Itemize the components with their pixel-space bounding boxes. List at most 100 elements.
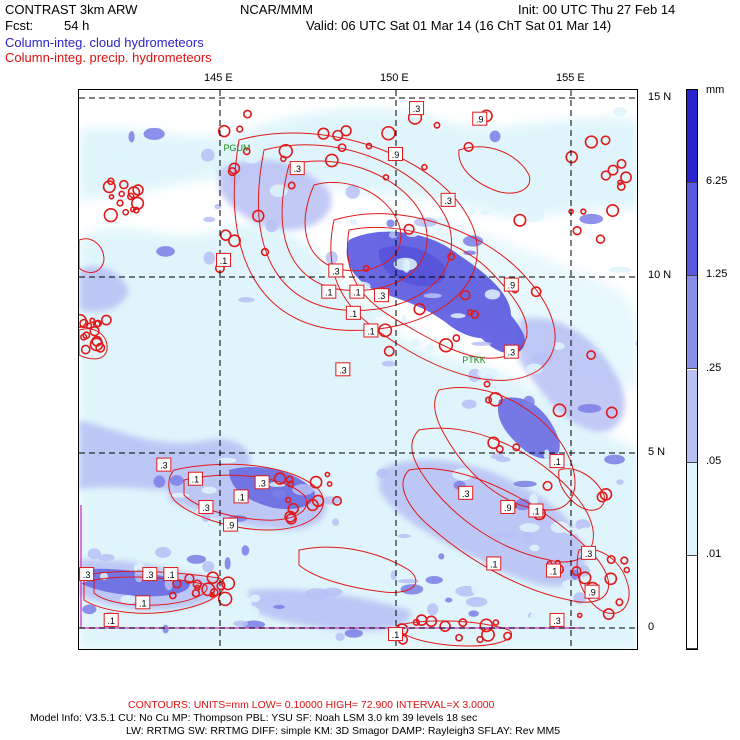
precip-cell: [580, 208, 587, 215]
model-info-line-2: LW: RRTMG SW: RRTMG DIFF: simple KM: 3D …: [126, 725, 561, 737]
cloud-cell: [368, 303, 391, 318]
svg-text:.1: .1: [220, 256, 228, 266]
cloud-cell: [445, 597, 453, 603]
lat-lon-grid: [79, 90, 637, 649]
svg-text:.9: .9: [392, 150, 400, 160]
cloud-cell: [224, 588, 240, 601]
contour-label: .1: [486, 556, 502, 571]
cloud-cell: [273, 604, 285, 610]
cloud-cell: [177, 515, 195, 530]
contour-label: .3: [335, 362, 351, 377]
cloud-cell: [250, 594, 261, 603]
contour-label: .3: [254, 475, 270, 490]
precip-cell: [492, 619, 500, 626]
precip-cell: [108, 193, 115, 200]
precip-cell: [119, 179, 129, 190]
contour-label: .1: [349, 284, 365, 299]
lon-label-150: 150 E: [380, 72, 409, 84]
cloud-cell: [134, 569, 144, 583]
cloud-cell: [275, 457, 287, 467]
cloud-cell: [238, 605, 260, 619]
cloud-cell: [203, 251, 216, 265]
precip-cell: [317, 127, 330, 140]
precip-cell: [425, 615, 438, 628]
org-label: NCAR/MMM: [240, 2, 313, 17]
cloud-cell: [462, 235, 484, 247]
precip-cell: [513, 213, 527, 227]
svg-text:.1: .1: [532, 507, 540, 517]
cloud-cell: [332, 518, 339, 527]
precip-cell: [365, 142, 373, 150]
precip-cell: [118, 190, 126, 198]
cloud-cell: [203, 216, 216, 223]
contour-label: .3: [549, 612, 565, 627]
cloud-cell: [427, 603, 439, 616]
precip-cell: [324, 153, 339, 168]
svg-text:.3: .3: [553, 616, 561, 626]
cloud-cell: [186, 554, 207, 564]
cloud-cell: [461, 399, 477, 409]
cloud-cell: [463, 250, 476, 256]
precip-cell: [578, 571, 592, 585]
cloud-cell: [425, 576, 443, 585]
precip-cell: [107, 177, 115, 186]
svg-text:.3: .3: [332, 266, 340, 276]
precip-cell: [620, 556, 629, 565]
cloud-cell: [386, 219, 395, 228]
cloud-cell: [613, 106, 627, 117]
station-pgum: PGUM: [224, 143, 251, 153]
precip-cell: [216, 581, 226, 591]
contour-label: .9: [223, 517, 239, 532]
precip-cell: [89, 317, 96, 324]
precip-cell: [127, 192, 135, 201]
contour-label: .9: [388, 146, 403, 161]
contour-label: .3: [156, 457, 172, 472]
precip-cell: [129, 206, 136, 213]
svg-text:.1: .1: [550, 567, 558, 577]
cloud-cell: [202, 561, 215, 573]
cloud-cell: [471, 582, 479, 595]
precip-cell: [311, 494, 325, 508]
field-precip-label: Column-integ. precip. hydrometeors: [5, 50, 212, 65]
precip-cell: [596, 491, 608, 503]
precip-cell: [412, 618, 421, 627]
lat-label-5: 5 N: [648, 446, 666, 458]
cloud-cell: [332, 456, 352, 468]
init-time: Init: 00 UTC Thu 27 Feb 14: [518, 2, 676, 17]
cloud-cell: [490, 532, 509, 539]
cloud-cell: [87, 548, 102, 560]
precip-cell: [95, 342, 106, 353]
precip-cell: [378, 323, 393, 338]
cloud-cell: [344, 629, 363, 638]
cloud-cell: [361, 311, 374, 324]
cloud-cell: [169, 493, 190, 498]
station-markers: PGUM PTKK: [224, 143, 486, 365]
svg-text:.3: .3: [413, 104, 421, 114]
cloud-cell: [375, 340, 385, 346]
cloud-cell: [98, 553, 115, 562]
contour-label: .9: [472, 111, 488, 126]
cloud-cell: [269, 184, 288, 198]
precip-cell: [600, 170, 612, 181]
precip-cell: [217, 591, 233, 607]
contour-label: .1: [545, 563, 561, 578]
cloud-cell: [237, 297, 255, 303]
precip-cell: [221, 576, 236, 591]
cloud-cell: [241, 545, 250, 556]
svg-text:.9: .9: [508, 281, 516, 291]
precip-cell: [484, 396, 493, 404]
precip-cell: [273, 472, 287, 485]
contour-label: .3: [503, 344, 519, 359]
cloud-cell: [471, 341, 492, 346]
precip-cell: [495, 445, 504, 454]
contour-label: .3: [142, 567, 158, 582]
cloud-cell: [426, 344, 435, 353]
precip-cell: [463, 141, 474, 153]
svg-text:.9: .9: [227, 521, 235, 531]
contour-label: .1: [187, 471, 203, 486]
svg-text:.3: .3: [258, 478, 266, 488]
forecast-label: Fcst:: [5, 18, 34, 33]
precip-cell: [476, 635, 484, 644]
contour-label: .3: [409, 101, 425, 116]
cloud-cell: [616, 479, 624, 485]
